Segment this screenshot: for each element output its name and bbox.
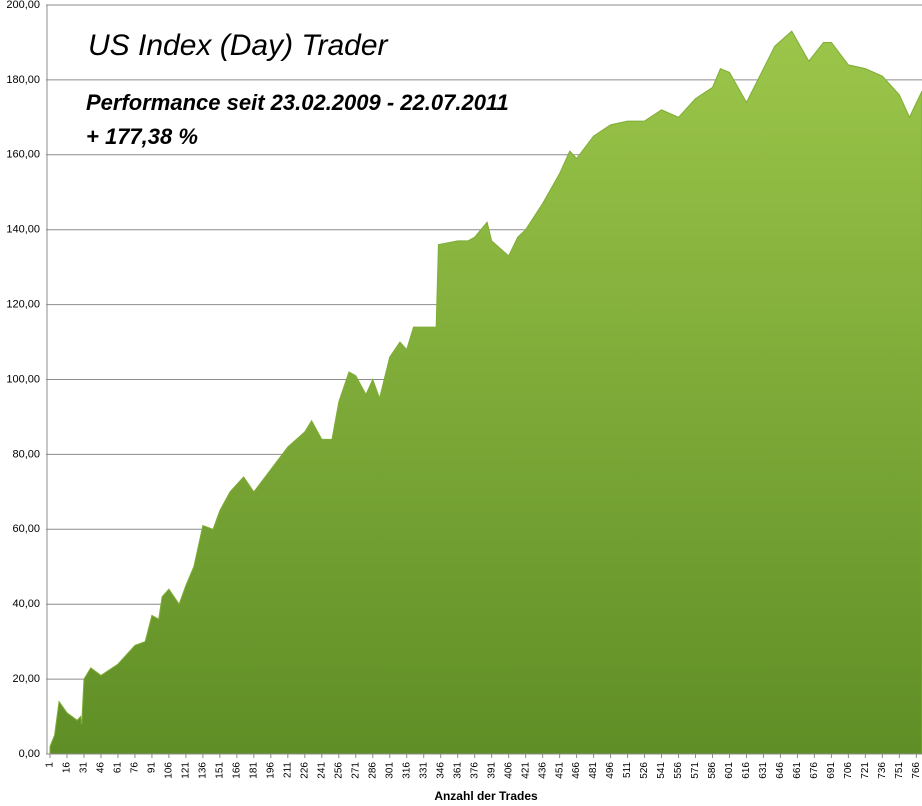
x-tick-label: 361 <box>452 762 463 779</box>
x-tick-label: 286 <box>367 762 378 779</box>
x-tick-label: 586 <box>707 762 718 779</box>
x-tick-label: 406 <box>503 762 514 779</box>
x-tick-label: 481 <box>588 762 599 779</box>
x-tick-label: 211 <box>282 762 293 778</box>
x-tick-label: 766 <box>911 762 922 779</box>
x-tick-label: 391 <box>486 762 497 779</box>
x-tick-label: 571 <box>690 762 701 779</box>
y-tick-label: 60,00 <box>12 523 40 535</box>
x-tick-label: 736 <box>877 762 888 779</box>
x-tick-label: 316 <box>401 762 412 779</box>
x-tick-label: 241 <box>316 762 327 779</box>
x-tick-label: 46 <box>96 762 107 774</box>
x-tick-label: 751 <box>894 762 905 779</box>
x-tick-label: 616 <box>741 762 752 779</box>
x-tick-label: 556 <box>673 762 684 779</box>
x-tick-label: 106 <box>164 762 175 779</box>
x-tick-label: 1 <box>45 762 56 768</box>
x-tick-label: 226 <box>299 762 310 779</box>
x-tick-label: 376 <box>469 762 480 779</box>
x-tick-label: 16 <box>62 762 73 774</box>
x-tick-label: 436 <box>537 762 548 779</box>
x-tick-label: 676 <box>809 762 820 779</box>
x-tick-label: 511 <box>622 762 633 778</box>
x-tick-label: 721 <box>860 762 871 779</box>
x-tick-label: 646 <box>775 762 786 779</box>
y-tick-label: 160,00 <box>6 149 40 161</box>
x-tick-label: 541 <box>656 762 667 779</box>
x-tick-label: 121 <box>181 762 192 779</box>
y-tick-label: 180,00 <box>6 74 40 86</box>
x-tick-label: 76 <box>130 762 141 774</box>
x-tick-label: 196 <box>265 762 276 779</box>
x-axis-label: Anzahl der Trades <box>434 789 538 803</box>
x-tick-label: 271 <box>350 762 361 779</box>
x-tick-label: 256 <box>333 762 344 779</box>
x-tick-label: 301 <box>384 762 395 779</box>
x-tick-label: 466 <box>571 762 582 779</box>
x-tick-label: 136 <box>198 762 209 779</box>
x-tick-label: 601 <box>724 762 735 779</box>
x-tick-label: 151 <box>215 762 226 779</box>
y-tick-label: 40,00 <box>12 598 40 610</box>
x-tick-label: 61 <box>113 762 124 774</box>
x-tick-label: 661 <box>792 762 803 779</box>
x-tick-label: 691 <box>826 762 837 779</box>
annotation: + 177,38 % <box>86 124 198 149</box>
x-tick-label: 496 <box>605 762 616 779</box>
annotation: Performance seit 23.02.2009 - 22.07.2011 <box>86 90 509 115</box>
x-tick-label: 331 <box>418 762 429 779</box>
x-tick-label: 166 <box>231 762 242 779</box>
x-tick-label: 526 <box>639 762 650 779</box>
y-tick-label: 0,00 <box>19 748 40 760</box>
x-tick-label: 181 <box>248 762 259 779</box>
x-tick-label: 421 <box>520 762 531 779</box>
y-tick-label: 100,00 <box>6 373 40 385</box>
chart-title: US Index (Day) Trader <box>88 29 389 62</box>
x-tick-label: 631 <box>758 762 769 779</box>
y-tick-label: 200,00 <box>6 0 40 11</box>
y-tick-label: 20,00 <box>12 673 40 685</box>
x-tick-label: 706 <box>843 762 854 779</box>
x-tick-label: 346 <box>435 762 446 779</box>
y-tick-label: 80,00 <box>12 448 40 460</box>
x-tick-label: 451 <box>554 762 565 779</box>
y-tick-label: 120,00 <box>6 299 40 311</box>
x-tick-label: 31 <box>79 762 90 774</box>
y-tick-label: 140,00 <box>6 224 40 236</box>
area <box>49 30 922 755</box>
x-tick-label: 91 <box>147 762 158 774</box>
